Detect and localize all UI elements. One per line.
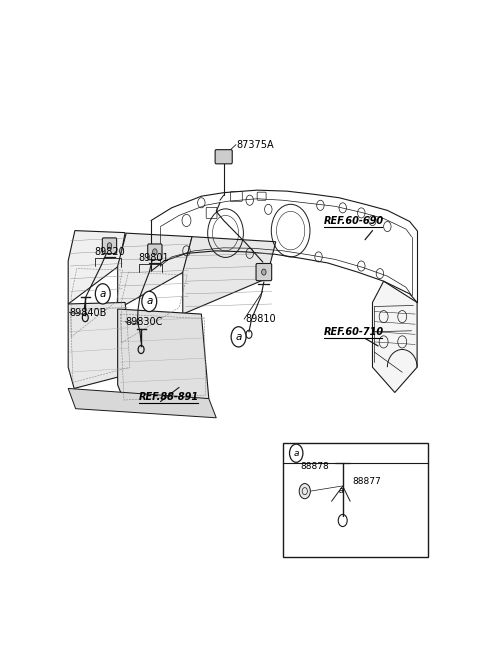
FancyBboxPatch shape [283,443,428,557]
Circle shape [107,242,112,249]
Circle shape [299,484,311,499]
FancyBboxPatch shape [148,244,162,260]
Text: 89820: 89820 [95,247,125,257]
Polygon shape [68,231,125,304]
Text: 89840B: 89840B [69,307,107,317]
Polygon shape [118,309,209,403]
Text: a: a [293,449,299,458]
Text: REF.88-891: REF.88-891 [139,392,199,401]
Text: 89801: 89801 [139,254,169,263]
Polygon shape [68,388,216,418]
Text: a: a [338,486,343,495]
Polygon shape [118,233,192,309]
Text: 89810: 89810 [245,314,276,324]
Polygon shape [68,302,132,388]
Circle shape [96,284,110,304]
Circle shape [142,291,157,311]
Text: 89830C: 89830C [125,317,162,327]
Text: REF.60-690: REF.60-690 [324,215,384,225]
Circle shape [153,249,157,255]
Text: 88877: 88877 [352,476,381,486]
FancyBboxPatch shape [102,238,117,254]
Text: a: a [146,296,153,306]
Circle shape [262,269,266,275]
Text: REF.60-710: REF.60-710 [324,327,384,337]
Text: 88878: 88878 [300,462,329,471]
Polygon shape [183,237,276,314]
FancyBboxPatch shape [256,263,272,281]
Circle shape [289,444,303,463]
Polygon shape [372,281,417,392]
Circle shape [231,327,246,347]
FancyBboxPatch shape [215,150,232,164]
Text: 87375A: 87375A [237,139,275,150]
Text: a: a [235,332,242,342]
Text: a: a [99,289,106,299]
